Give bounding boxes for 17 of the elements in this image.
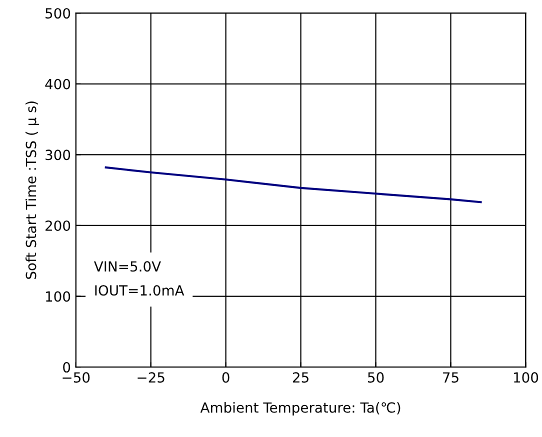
y-tick-label: 500 [46, 8, 70, 19]
y-tick-label: 200 [46, 220, 70, 231]
x-tick-label: 75 [443, 372, 458, 383]
y-tick-label: 0 [63, 362, 70, 373]
x-tick-label: 100 [514, 372, 538, 383]
x-tick-label: −25 [138, 372, 164, 383]
line-series [104, 166, 482, 204]
y-tick-label: 300 [46, 150, 70, 160]
y-tick-label: 400 [45, 78, 70, 90]
y-tick-label: 100 [46, 291, 70, 302]
annotation: VIN=5.0V IOUT=1.0mA [94, 261, 184, 296]
x-tick-label: 50 [368, 372, 384, 383]
x-tick-label: 0 [222, 372, 230, 383]
x-tick-label: −50 [62, 372, 90, 383]
x-tick-label: 25 [292, 372, 308, 383]
y-axis-title: Soft Start Time :TSS ( μ s) [26, 102, 39, 279]
x-axis-title: Ambient Temperature: Ta(℃) [200, 402, 400, 416]
